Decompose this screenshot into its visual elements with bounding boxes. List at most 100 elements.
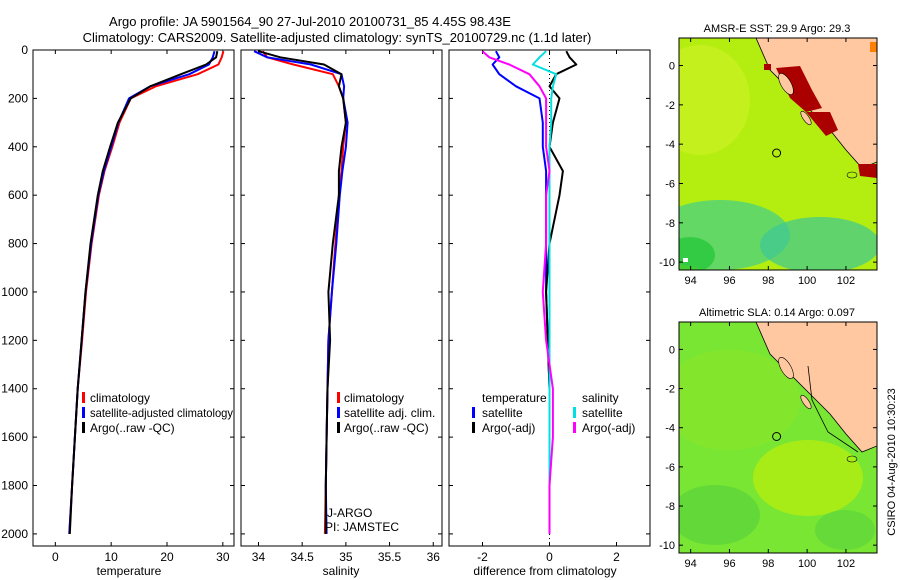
depth-tick-label: 200 xyxy=(8,91,28,105)
x-tick-label: 34 xyxy=(252,550,266,564)
depth-tick-label: 1400 xyxy=(1,382,28,396)
map-y-tick-label: -8 xyxy=(665,501,675,513)
depth-tick-label: 600 xyxy=(8,188,28,202)
series-line-salinity-argo-adj xyxy=(481,50,554,534)
x-tick-label: 2 xyxy=(613,550,620,564)
legend-label-sal-argo: Argo(-adj) xyxy=(582,421,635,435)
x-tick-label: 0 xyxy=(546,550,553,564)
sla-map-panel: Altimetric SLA: 0.14 Argo: 0.097 94 96 98 1… xyxy=(659,307,878,570)
series-line-temperature-satellite xyxy=(491,50,551,534)
series-line-satellite-adj-clim xyxy=(253,50,349,534)
depth-axis-labels: 0 200 400 600 800 1000 1200 1400 1600 1800 2000 xyxy=(1,43,28,541)
x-tick-label: -2 xyxy=(477,550,488,564)
map-y-tick-label: -4 xyxy=(665,139,675,151)
sst-hot-cells xyxy=(806,112,838,136)
map-x-tick-label: 102 xyxy=(837,558,855,570)
sst-hot-cells xyxy=(764,64,771,70)
map-y-tick-label: -2 xyxy=(665,100,675,112)
legend-swatch-sal-argo xyxy=(573,422,576,433)
map-y-tick-label: -6 xyxy=(665,462,675,474)
map-x-tick-label: 94 xyxy=(685,275,697,287)
temperature-axes xyxy=(32,49,235,547)
legend-swatch-sal-satellite xyxy=(573,407,576,418)
map-x-tick-label: 94 xyxy=(685,558,697,570)
legend-swatch-argo xyxy=(82,422,85,433)
enggano-island xyxy=(846,171,858,179)
temperature-axis-ticks: 0 10 20 30 xyxy=(33,49,234,564)
temperature-series-lines xyxy=(68,50,225,534)
sst-warm-patch xyxy=(679,45,750,155)
float-program-label: J-ARGO xyxy=(327,506,372,520)
map-x-tick-label: 98 xyxy=(762,275,774,287)
depth-tick-label: 1800 xyxy=(1,479,28,493)
x-tick-label: 34.5 xyxy=(290,550,314,564)
sla-low-patch xyxy=(679,485,760,545)
temperature-panel: 0 10 20 30 temperature climatology satellit… xyxy=(32,49,235,578)
difference-axis-ticks: -2 0 2 xyxy=(449,49,650,564)
depth-tick-label: 1000 xyxy=(1,285,28,299)
sst-map-panel: AMSR-E SST: 29.9 Argo: 29.3 94 96 98 100 102… xyxy=(659,23,878,287)
map-x-tick-label: 100 xyxy=(798,275,816,287)
salinity-legend: climatology satellite adj. clim. Argo(..… xyxy=(337,391,435,435)
series-line-argo-raw-qc xyxy=(258,50,347,534)
map-y-tick-label: -2 xyxy=(665,384,675,396)
legend-swatch-temp-argo xyxy=(472,422,475,433)
map-y-tick-label: 0 xyxy=(669,61,675,73)
simeulue-island xyxy=(778,73,794,95)
legend-label-climatology: climatology xyxy=(344,391,404,405)
simeulue-island xyxy=(778,357,794,379)
x-tick-label: 20 xyxy=(160,550,174,564)
legend-swatch-climatology xyxy=(337,392,340,403)
map-x-tick-label: 96 xyxy=(723,275,735,287)
map-y-tick-label: -8 xyxy=(665,218,675,230)
sst-map-frame xyxy=(678,37,878,271)
depth-tick-label: 1200 xyxy=(1,333,28,347)
depth-tick-label: 2000 xyxy=(1,527,28,541)
map-x-tick-label: 98 xyxy=(762,558,774,570)
map-y-tick-label: -10 xyxy=(659,540,675,552)
x-tick-label: 10 xyxy=(104,550,118,564)
difference-legend: temperature salinity satellite Argo(-adj… xyxy=(472,391,635,435)
map-y-tick-label: 0 xyxy=(669,344,675,356)
sla-map-frame xyxy=(678,321,878,554)
series-line-climatology xyxy=(261,50,347,534)
nias-island xyxy=(800,394,812,410)
x-tick-label: 36 xyxy=(427,550,441,564)
float-pi-label: PI: JAMSTEC xyxy=(325,520,399,534)
sst-missing-cell xyxy=(683,258,688,262)
legend-label-argo: Argo(..raw -QC) xyxy=(90,421,175,435)
salinity-series-lines xyxy=(253,50,349,534)
temperature-xlabel: temperature xyxy=(97,564,162,578)
sst-hot-cells xyxy=(858,164,877,178)
legend-label-satellite-adj: satellite adj. clim. xyxy=(344,406,435,420)
legend-swatch-satellite-adj xyxy=(337,407,340,418)
production-stamp: CSIRO 04-Aug-2010 10:30:23 xyxy=(886,388,898,535)
salinity-panel: 34 34.5 35 35.5 36 salinity climatology sate… xyxy=(240,49,443,578)
nias-island xyxy=(800,110,812,126)
salinity-xlabel: salinity xyxy=(323,564,360,578)
sst-cool-patch xyxy=(760,217,877,270)
x-tick-label: 0 xyxy=(52,550,59,564)
map-y-tick-label: -4 xyxy=(665,423,675,435)
map-y-tick-label: -6 xyxy=(665,178,675,190)
sla-map-axis-ticks: 94 96 98 100 102 0 -2 -4 -6 -8 -10 xyxy=(659,322,877,570)
difference-panel: -2 0 2 difference from climatology tempera… xyxy=(448,49,651,578)
sla-contour xyxy=(807,365,859,453)
figure-title-line1: Argo profile: JA 5901564_90 27-Jul-2010 … xyxy=(109,14,511,29)
series-line-climatology xyxy=(68,50,225,534)
series-line-argo-raw-qc xyxy=(68,51,219,534)
salinity-axes xyxy=(240,49,443,547)
sla-map-title: Altimetric SLA: 0.14 Argo: 0.097 xyxy=(699,307,855,319)
legend-label-argo: Argo(..raw -QC) xyxy=(344,421,429,435)
legend-label-climatology: climatology xyxy=(90,391,150,405)
legend-label-satellite-adjusted: satellite-adjusted climatology xyxy=(90,406,233,420)
depth-tick-label: 800 xyxy=(8,237,28,251)
depth-tick-label: 400 xyxy=(8,140,28,154)
legend-header-temperature: temperature xyxy=(482,391,547,405)
x-tick-label: 35.5 xyxy=(378,550,402,564)
difference-xlabel: difference from climatology xyxy=(473,564,616,578)
sst-hot-cells xyxy=(870,42,877,52)
argo-location-marker xyxy=(772,148,782,158)
difference-series-lines xyxy=(481,50,578,534)
